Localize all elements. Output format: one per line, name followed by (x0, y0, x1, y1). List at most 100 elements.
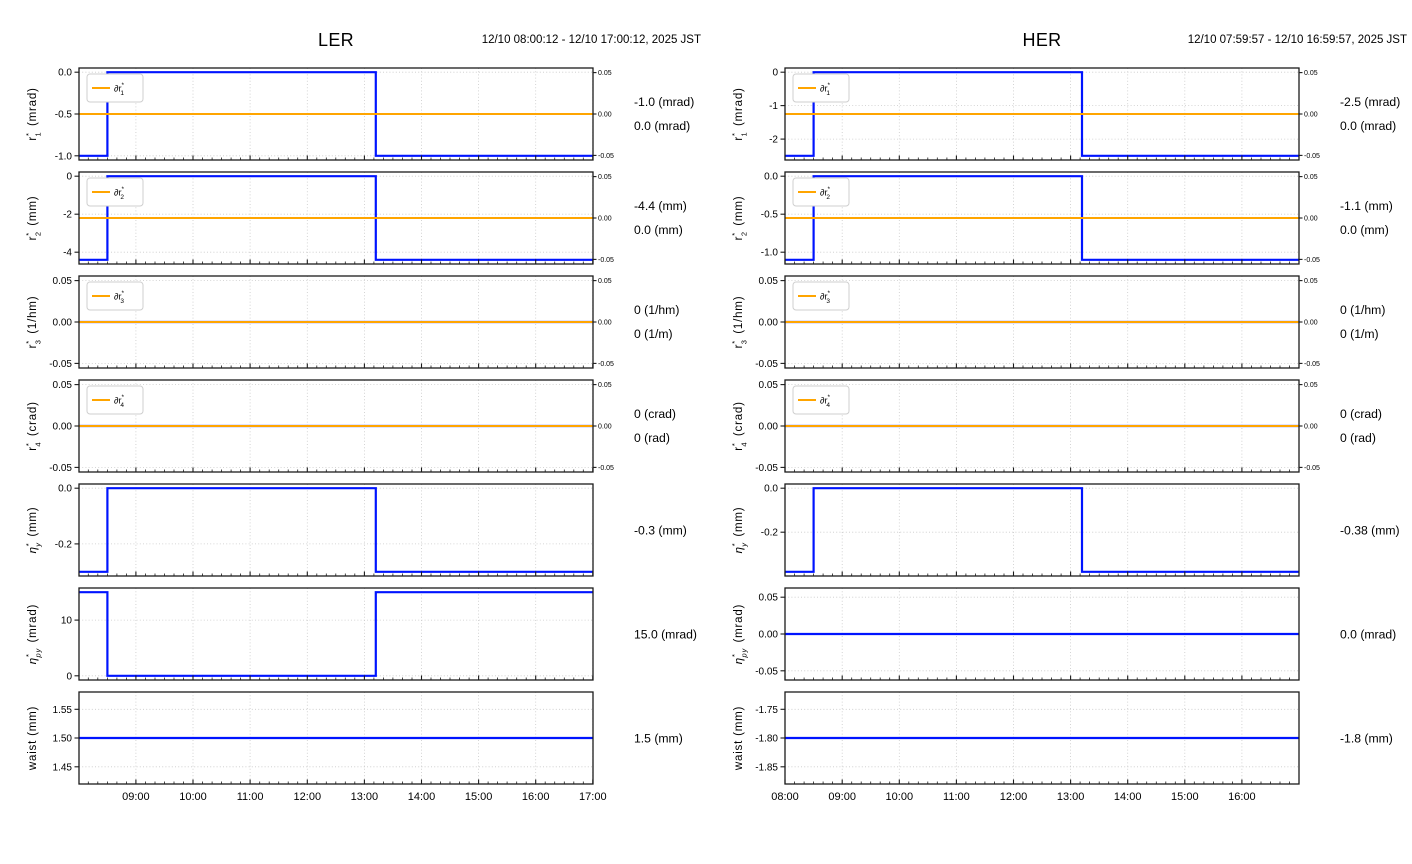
legend-box (86, 385, 144, 415)
rtick-label: 0.00 (1304, 112, 1318, 119)
rtick-label: -0.05 (598, 153, 614, 160)
legend: ∂r* 2 (792, 177, 850, 207)
xtick-label: 14:00 (1114, 791, 1142, 803)
annotation-orange: 0.0 (mm) (634, 223, 683, 237)
legend: ∂r* 4 (792, 385, 850, 415)
rtick-label: 0.00 (598, 216, 612, 223)
annotation-blue: -2.5 (mrad) (1340, 95, 1400, 109)
xtick-label: 09:00 (828, 791, 856, 803)
panel-daterange: 12/10 07:59:57 - 12/10 16:59:57, 2025 JS… (1187, 34, 1407, 46)
annotation-orange: 0 (1/m) (1340, 327, 1379, 341)
y-axis-label: r*1 (mrad) (24, 87, 43, 140)
xtick-label: 16:00 (522, 791, 550, 803)
ytick-label: 0.05 (759, 380, 779, 391)
annotation-orange: 0 (rad) (634, 431, 670, 445)
legend: ∂r* 3 (792, 281, 850, 311)
ytick-label: -0.05 (755, 666, 778, 677)
subplot-r2: ∂r* 2 0.0 -0.5 -1.0 0.05 0.00 -0.05 r*2 (mm) -1.1… (730, 171, 1393, 265)
plots-svg-ler: ∂r* 10.0-0.5-1.00.050.00-0.05r*1 (mrad) -1… (24, 67, 697, 803)
annotation-blue: -1.0 (mrad) (634, 95, 694, 109)
ytick-label: -1.80 (755, 734, 778, 745)
series-blue (79, 591, 593, 677)
ytick-label: 10 (61, 616, 73, 627)
y-axis-label: r*4 (crad) (24, 401, 43, 450)
subplot-r2: ∂r* 2 0 -2 -4 0.05 0.00 -0.05 r*2 (mm) -4.4 (mm) 0… (24, 171, 687, 265)
rtick-label: 0.05 (1304, 70, 1318, 77)
xtick-label: 10:00 (886, 791, 914, 803)
series-blue (79, 487, 593, 573)
subplot-waist: 1.55 1.50 1.45 09:00 10:00 11:00 12:00 13:00 14:… (27, 691, 683, 803)
xtick-label: 13:00 (351, 791, 379, 803)
xtick-label: 13:00 (1057, 791, 1085, 803)
legend-box (792, 73, 850, 103)
legend: ∂r* 3 (86, 281, 144, 311)
legend-label: ∂r* 4 (114, 394, 124, 409)
xtick-label: 11:00 (237, 791, 264, 803)
rtick-label: -0.05 (598, 257, 614, 264)
ytick-label: -0.05 (755, 359, 778, 370)
legend-box (86, 177, 144, 207)
plot-frame (78, 587, 594, 681)
y-axis-label: r*2 (mm) (730, 196, 749, 241)
legend-label: ∂r* 2 (820, 186, 830, 201)
ytick-label: 0 (772, 68, 778, 79)
xtick-label: 12:00 (1000, 791, 1028, 803)
ytick-label: 0.0 (58, 68, 72, 79)
legend-label: ∂r* 1 (820, 82, 830, 97)
annotation-orange: 0 (1/m) (634, 327, 673, 341)
legend-label: ∂r* 1 (114, 82, 124, 97)
ytick-label: 0.05 (53, 380, 73, 391)
y-axis-label: r*3 (1/hm) (730, 296, 749, 349)
ytick-label: -2 (63, 210, 72, 221)
legend: ∂r* 1 (792, 73, 850, 103)
xtick-label: 14:00 (408, 791, 436, 803)
annotation-blue: 0 (crad) (634, 407, 676, 421)
annotation-blue: 0 (1/hm) (634, 303, 679, 317)
ytick-label: -0.5 (761, 210, 779, 221)
legend: ∂r* 1 (86, 73, 144, 103)
rtick-label: 0.05 (598, 70, 612, 77)
subplot-r3: ∂r* 3 0.05 0.00 -0.05 0.05 0.00 -0.05 r*3 (1/hm)… (730, 275, 1385, 370)
xtick-label: 10:00 (179, 791, 207, 803)
legend-label: ∂r* 2 (114, 186, 124, 201)
panel-daterange: 12/10 08:00:12 - 12/10 17:00:12, 2025 JS… (481, 34, 701, 46)
annotation-orange: 0 (rad) (1340, 431, 1376, 445)
annotation-blue: -4.4 (mm) (634, 199, 687, 213)
subplot-eta_py: 0.05 0.00 -0.05 η*py (mrad) 0.0 (mrad) (730, 587, 1396, 681)
y-axis-label: waist (mm) (733, 706, 745, 771)
legend-label: ∂r* 4 (820, 394, 830, 409)
series-blue (785, 71, 1299, 157)
subplot-eta_py: 10 0 η*py (mrad) 15.0 (mrad) (24, 587, 697, 682)
ytick-label: -0.2 (761, 528, 779, 539)
annotation-orange: 0.0 (mrad) (1340, 119, 1396, 133)
rtick-label: -0.05 (598, 465, 614, 472)
xtick-label: 15:00 (465, 791, 493, 803)
ytick-label: -1.85 (755, 762, 778, 773)
rtick-label: 0.05 (1304, 382, 1318, 389)
annotation-blue: -1.8 (mm) (1340, 732, 1393, 746)
panel-her: HER 12/10 07:59:57 - 12/10 16:59:57, 202… (706, 0, 1412, 864)
legend-box (792, 177, 850, 207)
subplot-waist: -1.75 -1.80 -1.85 08:00 09:00 10:00 11:00 12:00… (733, 691, 1393, 803)
ytick-label: -0.05 (49, 463, 72, 474)
ytick-label: 0 (66, 671, 72, 682)
legend-box (86, 73, 144, 103)
ytick-label: 0.0 (58, 484, 72, 495)
annotation-blue: -0.3 (mm) (634, 524, 687, 538)
annotation-blue: 0.0 (mrad) (1340, 628, 1396, 642)
ytick-label: 0.0 (764, 172, 778, 183)
xtick-label: 17:00 (579, 791, 607, 803)
subplot-r3: ∂r* 3 0.05 0.00 -0.05 0.05 0.00 -0.05 r*3 (1/hm)… (24, 275, 679, 370)
rtick-label: -0.05 (598, 361, 614, 368)
ytick-label: -0.05 (755, 463, 778, 474)
rtick-label: -0.05 (1304, 257, 1320, 264)
legend-label: ∂r* 3 (114, 290, 124, 305)
annotation-blue: -0.38 (mm) (1340, 524, 1400, 538)
rtick-label: 0.00 (598, 112, 612, 119)
ytick-label: -0.5 (55, 110, 73, 121)
ytick-label: 0.00 (53, 318, 73, 329)
ytick-label: 0.05 (53, 276, 73, 287)
ytick-label: 0.00 (759, 630, 779, 641)
ytick-label: 1.55 (53, 705, 73, 716)
plots-svg-her: ∂r* 1 0 -1 -2 0.05 0.00 -0.05 r*1 (mrad) -2.5 (mr… (730, 67, 1400, 803)
